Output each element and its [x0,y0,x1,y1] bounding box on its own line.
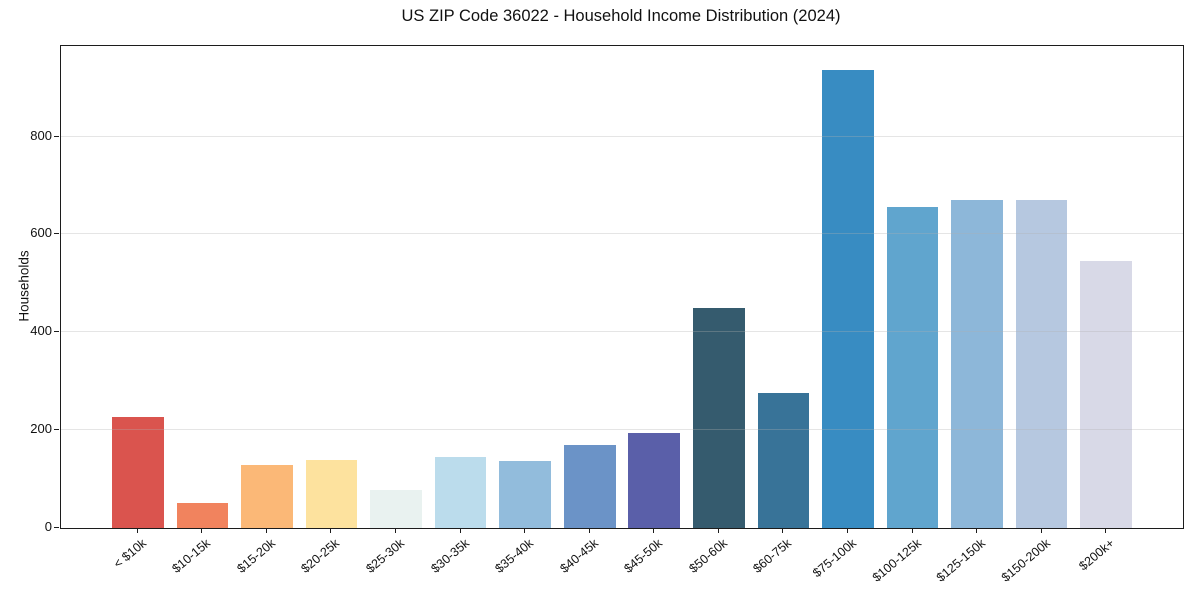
bar-11 [757,392,810,528]
bar-13 [886,207,939,528]
bar-9 [628,433,681,528]
y-tick-label: 200 [30,421,52,437]
bar-14 [951,200,1003,528]
gridline-400 [61,331,1183,333]
x-tick-mark [459,528,461,533]
plot-area [60,45,1184,529]
y-tick-mark [54,527,59,528]
x-tick-mark [846,528,848,533]
y-tick-label: 600 [30,225,52,241]
bar-16 [1080,261,1132,528]
x-tick-mark [588,528,590,533]
x-tick-mark [1105,528,1107,533]
bar-15 [1015,200,1068,528]
y-tick-label: 0 [44,519,52,534]
x-tick-mark [330,528,332,533]
y-tick-mark [54,135,59,137]
bar-12 [822,69,874,528]
x-tick-mark [911,528,913,533]
gridline-200 [61,429,1183,431]
bar-4 [305,459,358,528]
x-tick-mark [395,528,397,533]
y-tick-mark [54,331,59,333]
gridline-800 [61,135,1183,137]
x-tick-mark [136,528,138,533]
x-tick-mark [1040,528,1042,533]
bar-8 [563,444,616,528]
y-tick-mark [54,429,59,431]
y-tick-label: 800 [30,127,52,143]
bar-10 [693,308,745,528]
chart-title: US ZIP Code 36022 - Household Income Dis… [401,7,841,25]
bar-3 [241,464,293,528]
y-axis-label: Households [16,250,32,322]
x-tick-mark [524,528,526,533]
x-tick-mark [653,528,655,533]
bar-7 [499,460,551,528]
x-tick-mark [265,528,267,533]
x-tick-mark [782,528,784,533]
x-tick-mark [976,528,978,533]
bar-2 [176,503,229,528]
bar-6 [434,456,487,528]
y-tick-mark [54,233,59,235]
x-tick-mark [201,528,203,533]
gridline-600 [61,233,1183,235]
x-tick-label: < $10k [110,536,149,572]
bar-5 [370,490,422,528]
bar-1 [112,416,164,528]
y-tick-label: 400 [30,323,52,339]
x-tick-mark [717,528,719,533]
